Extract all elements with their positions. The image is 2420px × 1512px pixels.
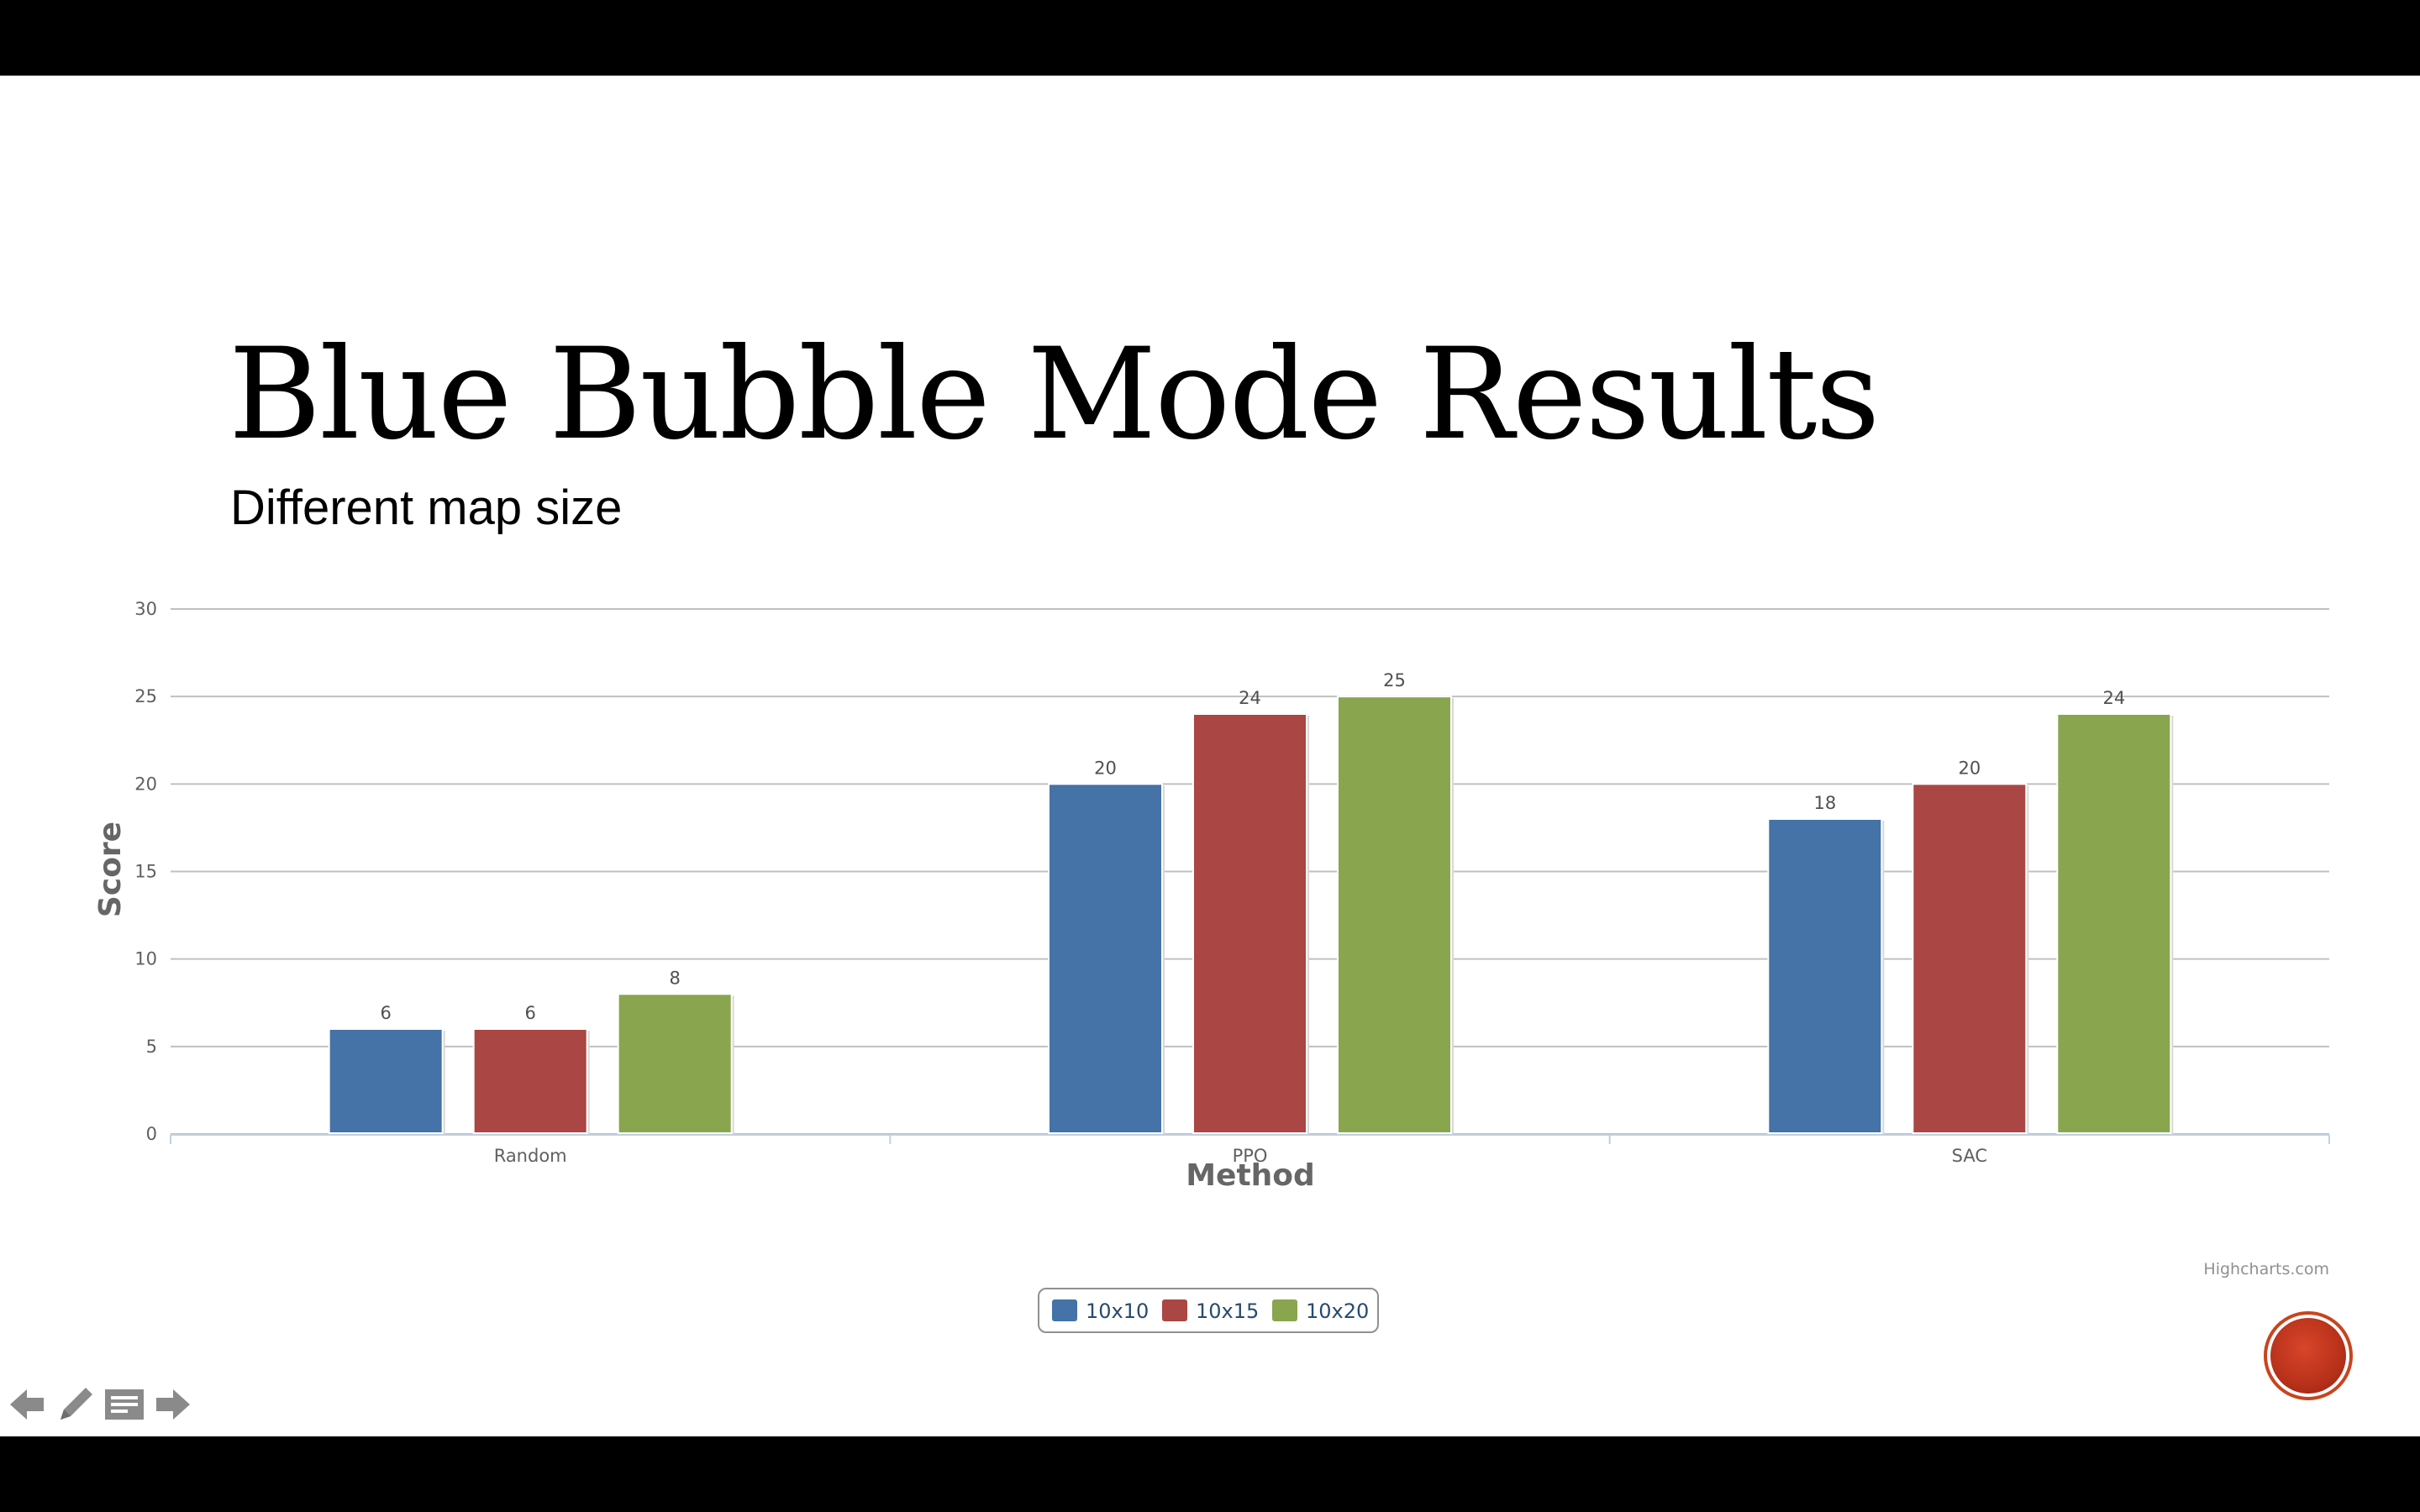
y-tick-label: 30: [134, 599, 157, 619]
bar-chart: 0 5 10 15 20 25 30 Random PPO SAC 6 20 18 6 24 20 8 25 2…: [93, 599, 2330, 1333]
data-label: 25: [1383, 670, 1406, 690]
data-label: 24: [1239, 688, 1261, 708]
data-label: 20: [1958, 758, 1981, 778]
x-axis: Random PPO SAC: [170, 1134, 2330, 1166]
pen-tool-button[interactable]: [54, 1383, 97, 1426]
slide-menu-button[interactable]: [103, 1383, 146, 1426]
data-labels: 6 20 18 6 24 20 8 25 24: [380, 670, 2125, 1023]
bar-10x10[interactable]: [1048, 783, 1163, 1134]
slide-title: Blue Bubble Mode Results: [229, 322, 1880, 468]
bar-10x20[interactable]: [617, 993, 733, 1135]
bars: [328, 696, 2174, 1135]
legend-label: 10x15: [1196, 1299, 1259, 1323]
legend-item-10x20[interactable]: 10x20: [1272, 1299, 1369, 1323]
next-slide-button[interactable]: [151, 1383, 195, 1426]
bar-10x15[interactable]: [1192, 713, 1307, 1134]
previous-slide-button[interactable]: [5, 1383, 49, 1426]
arrow-left-icon: [10, 1389, 44, 1420]
legend-label: 10x20: [1306, 1299, 1369, 1323]
legend-label: 10x10: [1086, 1299, 1149, 1323]
data-label: 6: [380, 1003, 391, 1023]
notes-icon: [105, 1389, 144, 1420]
bar-10x20[interactable]: [1337, 696, 1452, 1134]
legend-item-10x10[interactable]: 10x10: [1052, 1299, 1149, 1323]
bar-10x15[interactable]: [1912, 783, 2028, 1134]
legend-item-10x15[interactable]: 10x15: [1162, 1299, 1259, 1323]
pencil-icon: [60, 1388, 92, 1420]
y-tick-label: 15: [134, 862, 157, 882]
y-tick-label: 5: [146, 1037, 157, 1057]
x-tick-label: PPO: [1233, 1146, 1268, 1166]
y-axis-title: Score: [93, 822, 128, 917]
bar-10x10[interactable]: [1767, 818, 1883, 1134]
legend: 10x10 10x15 10x20: [1038, 1288, 1379, 1333]
y-tick-label: 10: [134, 949, 157, 969]
legend-swatch: [1162, 1299, 1187, 1321]
record-icon: [2270, 1318, 2346, 1394]
y-tick-label: 0: [146, 1124, 157, 1144]
record-button[interactable]: [2264, 1311, 2353, 1400]
arrow-right-icon: [156, 1389, 190, 1420]
y-axis-ticks: 0 5 10 15 20 25 30: [134, 599, 157, 1144]
y-tick-label: 20: [134, 774, 157, 794]
bar-10x15[interactable]: [472, 1028, 588, 1134]
bar-10x20[interactable]: [2056, 713, 2172, 1134]
slide: Blue Bubble Mode Results Different map s…: [0, 76, 2420, 1436]
data-label: 8: [669, 968, 680, 988]
x-tick-label: SAC: [1952, 1146, 1987, 1166]
data-label: 6: [524, 1003, 535, 1023]
data-label: 18: [1813, 793, 1836, 813]
x-axis-title: Method: [1186, 1158, 1315, 1193]
legend-swatch: [1272, 1299, 1297, 1321]
slide-subtitle: Different map size: [230, 480, 623, 535]
y-tick-label: 25: [134, 686, 157, 706]
legend-swatch: [1052, 1299, 1077, 1321]
bar-10x10[interactable]: [328, 1028, 444, 1134]
highcharts-credit[interactable]: Highcharts.com: [2203, 1260, 2329, 1278]
data-label: 20: [1094, 758, 1117, 778]
x-tick-label: Random: [494, 1146, 567, 1166]
slideshow-controls: [5, 1383, 195, 1426]
data-label: 24: [2102, 688, 2125, 708]
